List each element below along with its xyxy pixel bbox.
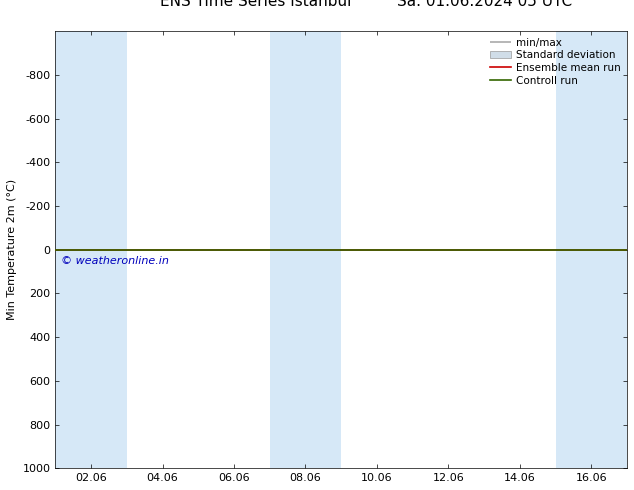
- Text: ENS Time Series Istanbul: ENS Time Series Istanbul: [160, 0, 351, 9]
- Bar: [555, 31, 627, 468]
- Bar: [269, 31, 341, 468]
- Legend: min/max, Standard deviation, Ensemble mean run, Controll run: min/max, Standard deviation, Ensemble me…: [487, 35, 624, 89]
- Text: Sa. 01.06.2024 05 UTC: Sa. 01.06.2024 05 UTC: [397, 0, 572, 9]
- Bar: [55, 31, 127, 468]
- Text: © weatheronline.in: © weatheronline.in: [61, 256, 169, 267]
- Y-axis label: Min Temperature 2m (°C): Min Temperature 2m (°C): [7, 179, 17, 320]
